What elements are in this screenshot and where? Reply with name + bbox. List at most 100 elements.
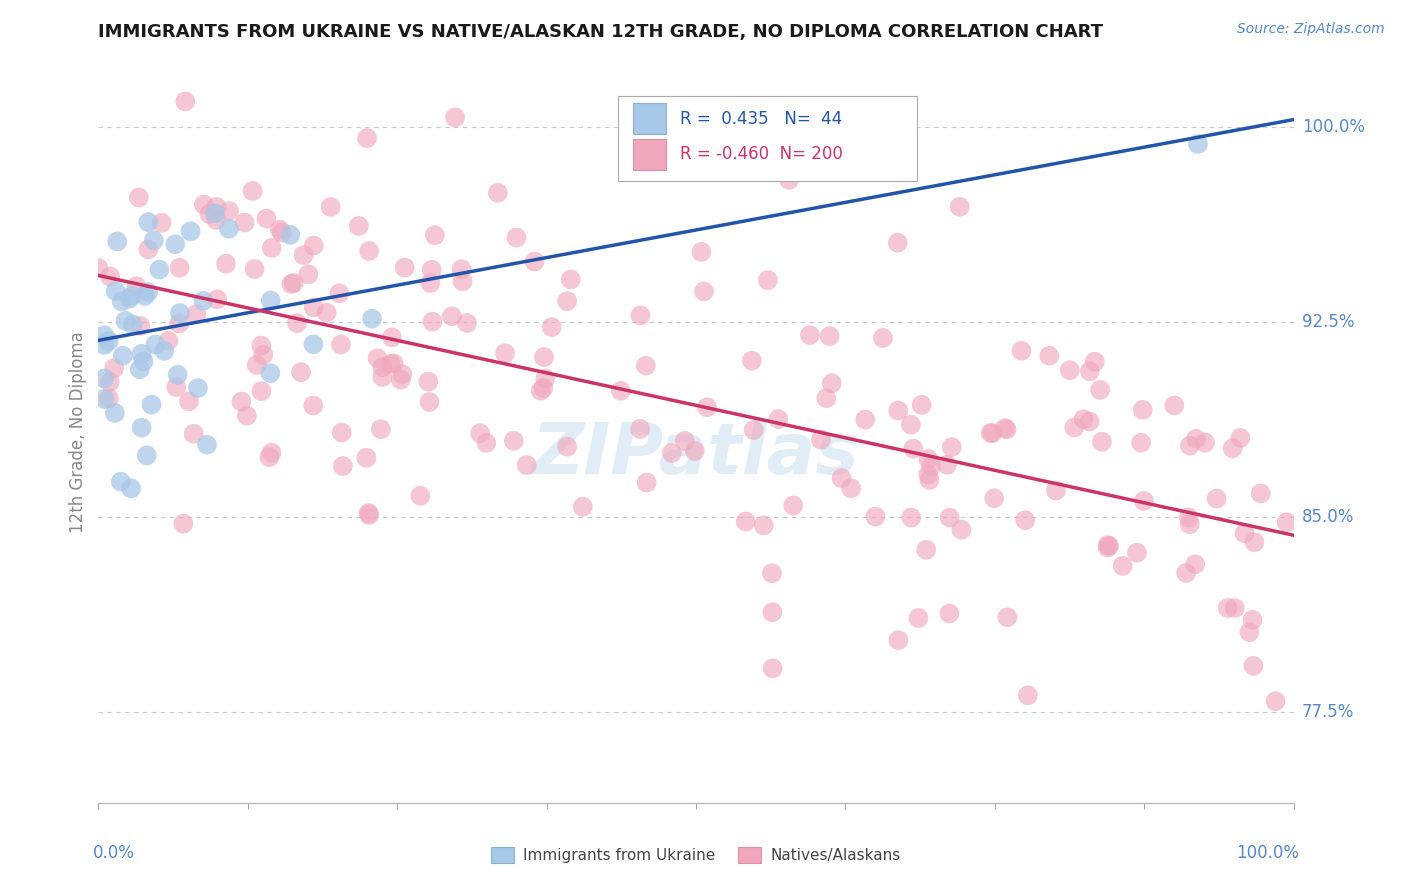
Point	[236, 409, 259, 423]
Point	[280, 227, 302, 242]
Point	[367, 351, 389, 366]
Point	[610, 384, 633, 398]
Point	[853, 412, 876, 426]
Point	[475, 435, 498, 450]
Point	[329, 337, 352, 351]
Point	[104, 284, 127, 298]
Point	[183, 426, 205, 441]
Point	[865, 509, 887, 524]
Point	[468, 426, 491, 441]
Point	[169, 306, 191, 320]
Point	[690, 244, 713, 259]
Point	[391, 368, 413, 382]
Point	[1241, 658, 1264, 673]
Point	[1097, 538, 1119, 552]
Point	[1017, 689, 1039, 703]
Point	[218, 221, 240, 235]
Point	[128, 190, 150, 204]
Point	[1098, 539, 1121, 553]
Point	[831, 471, 853, 485]
Point	[1243, 535, 1265, 549]
Text: 77.5%: 77.5%	[1302, 703, 1354, 721]
Point	[1178, 517, 1201, 532]
Point	[302, 399, 325, 413]
Text: 100.0%: 100.0%	[1236, 844, 1299, 862]
Point	[799, 328, 821, 343]
Point	[165, 380, 187, 394]
Text: R = -0.460  N= 200: R = -0.460 N= 200	[681, 145, 844, 163]
Text: 85.0%: 85.0%	[1302, 508, 1354, 526]
Point	[87, 261, 110, 276]
Point	[302, 238, 325, 252]
Point	[292, 248, 315, 262]
Point	[911, 398, 934, 412]
Point	[259, 450, 281, 464]
Point	[941, 440, 963, 454]
Point	[1133, 494, 1156, 508]
Point	[918, 473, 941, 487]
Point	[135, 449, 157, 463]
Point	[371, 360, 394, 375]
Point	[297, 268, 319, 282]
Point	[250, 384, 273, 399]
Point	[110, 294, 132, 309]
Point	[994, 421, 1017, 435]
Point	[381, 330, 404, 344]
Text: 0.0%: 0.0%	[93, 844, 135, 862]
Point	[1222, 442, 1244, 456]
Point	[782, 499, 804, 513]
Point	[359, 508, 381, 522]
Point	[1078, 364, 1101, 378]
Point	[1250, 486, 1272, 500]
Point	[118, 292, 141, 306]
Point	[486, 186, 509, 200]
Point	[252, 348, 274, 362]
Point	[917, 467, 939, 482]
Point	[1059, 363, 1081, 377]
Point	[260, 293, 283, 308]
Point	[1132, 402, 1154, 417]
Point	[1275, 515, 1298, 529]
Point	[696, 401, 718, 415]
Point	[129, 318, 152, 333]
Point	[195, 438, 218, 452]
Point	[93, 338, 115, 352]
Point	[280, 277, 302, 291]
Point	[215, 257, 238, 271]
Point	[440, 310, 463, 324]
Point	[1130, 435, 1153, 450]
Point	[205, 200, 228, 214]
Point	[762, 661, 785, 675]
Point	[150, 216, 173, 230]
Point	[1126, 546, 1149, 560]
Point	[1078, 415, 1101, 429]
Point	[1241, 613, 1264, 627]
Point	[505, 230, 527, 244]
Point	[1011, 343, 1033, 358]
Point	[233, 215, 256, 229]
Point	[270, 226, 292, 240]
Point	[114, 314, 136, 328]
Point	[673, 434, 696, 448]
Point	[193, 197, 215, 211]
Point	[555, 440, 578, 454]
Point	[450, 262, 472, 277]
Point	[1233, 526, 1256, 541]
Point	[418, 375, 440, 389]
Point	[872, 331, 894, 345]
Point	[661, 446, 683, 460]
Point	[187, 381, 209, 395]
Point	[887, 633, 910, 648]
Point	[1038, 349, 1060, 363]
Point	[1175, 566, 1198, 580]
Point	[1178, 439, 1201, 453]
Point	[451, 274, 474, 288]
Point	[419, 276, 441, 290]
Point	[818, 329, 841, 343]
Point	[131, 420, 153, 434]
Point	[1205, 491, 1227, 506]
Point	[218, 204, 240, 219]
Point	[810, 433, 832, 447]
Point	[105, 235, 128, 249]
FancyBboxPatch shape	[619, 95, 917, 181]
